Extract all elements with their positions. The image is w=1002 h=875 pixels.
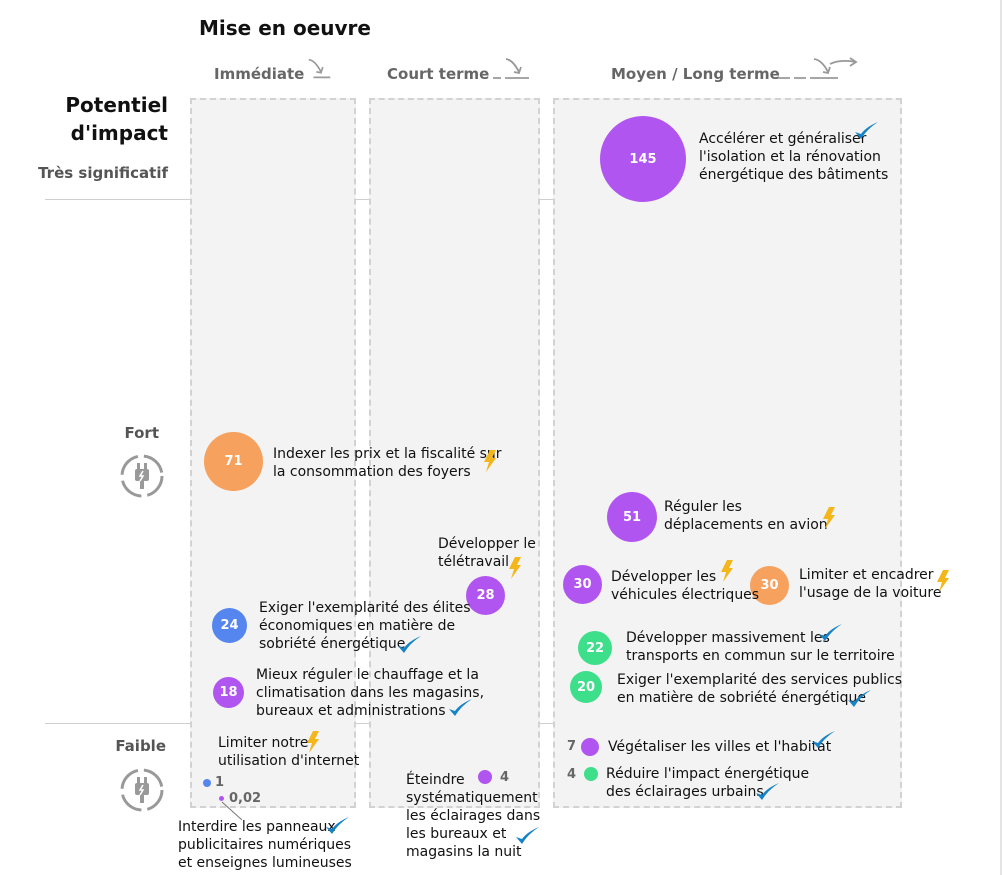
bolt-icon [936, 570, 950, 592]
plug-strong-icon [118, 452, 166, 500]
bubble-145: 145 [600, 116, 686, 202]
bubble-28: 28 [466, 576, 505, 615]
label-vegetaliser: Végétaliser les villes et l'habitat [608, 739, 832, 755]
value-0-02: 0,02 [229, 791, 262, 806]
bubble-1 [203, 779, 211, 787]
column-header-medium-long-term: Moyen / Long terme [611, 65, 780, 83]
plug-low-icon [118, 766, 166, 814]
level-label-very-significant: Très significatif [38, 164, 168, 182]
check-icon [396, 634, 422, 656]
label-isolation: Accélérer et généraliser l'isolation et … [699, 131, 889, 183]
bubble-0-02 [219, 796, 224, 801]
check-icon [846, 688, 872, 710]
level-divider-high-gap1 [356, 199, 369, 200]
bubble-30-vehicles: 30 [563, 565, 602, 604]
level-divider-low-gap2 [540, 723, 553, 724]
leader-line [221, 801, 243, 821]
level-label-low: Faible [115, 737, 166, 755]
bubble-30-car: 30 [750, 566, 789, 605]
bolt-icon [483, 450, 497, 472]
arrow-long-term-icon [778, 57, 858, 79]
value-7: 7 [567, 739, 577, 754]
check-icon [324, 815, 350, 837]
level-divider-low [45, 723, 190, 724]
chart-title: Mise en oeuvre [199, 16, 371, 40]
value-4-offices: 4 [500, 770, 510, 785]
arrow-immediate-icon [306, 56, 334, 82]
label-teletravail: Développer le télétravail [438, 536, 536, 570]
check-icon [447, 697, 473, 719]
label-eclairages-urbains: Réduire l'impact énergétique des éclaira… [606, 766, 810, 800]
bolt-icon [508, 557, 522, 579]
label-indexer-prix: Indexer les prix et la fiscalité sur la … [273, 446, 502, 480]
bubble-22: 22 [578, 631, 612, 665]
check-icon [810, 729, 836, 751]
label-internet: Limiter notre utilisation d'internet [218, 735, 360, 769]
column-medium-long-term [553, 98, 902, 808]
axis-title-line1: Potentiel [65, 93, 168, 117]
label-eteindre: Éteindre systématiquement les éclairages… [406, 772, 541, 860]
label-elites: Exiger l'exemplarité des élites économiq… [259, 600, 471, 652]
bubble-4-offices [478, 770, 492, 784]
column-header-immediate: Immédiate [214, 65, 305, 83]
check-icon [514, 825, 540, 847]
bubble-18: 18 [213, 677, 244, 708]
label-avion: Réguler les déplacements en avion [664, 499, 828, 533]
bubble-71: 71 [204, 432, 263, 491]
check-icon [754, 781, 780, 803]
bolt-icon [306, 731, 320, 753]
label-services-publics: Exiger l'exemplarité des services public… [617, 672, 903, 706]
label-vehicules: Développer les véhicules électriques [611, 569, 760, 603]
bubble-4-urban [584, 767, 598, 781]
column-short-term [369, 98, 540, 808]
check-icon [853, 120, 879, 142]
label-chauffage: Mieux réguler le chauffage et la climati… [256, 667, 485, 719]
column-header-short-term: Court terme [387, 65, 490, 83]
axis-title-line2: d'impact [70, 121, 168, 145]
value-1: 1 [215, 775, 225, 790]
bolt-icon [822, 507, 836, 529]
check-icon [817, 622, 843, 644]
bubble-24: 24 [212, 608, 247, 643]
value-4-urban: 4 [567, 767, 577, 782]
page-frame-edge [1000, 0, 1002, 875]
bubble-51: 51 [607, 492, 657, 542]
level-divider-high [45, 199, 190, 200]
label-transports: Développer massivement les transports en… [626, 630, 895, 664]
label-voiture: Limiter et encadrer l'usage de la voitur… [799, 567, 942, 601]
level-divider-low-gap1 [356, 723, 369, 724]
level-divider-high-gap2 [540, 199, 553, 200]
label-panneaux: Interdire les panneaux publicitaires num… [178, 819, 352, 871]
bubble-20: 20 [570, 671, 602, 703]
axis-title: Potentiel d'impact [40, 91, 168, 147]
bubble-7 [581, 738, 599, 756]
arrow-short-term-icon [493, 58, 529, 79]
bolt-icon [720, 560, 734, 582]
level-label-strong: Fort [124, 424, 159, 442]
